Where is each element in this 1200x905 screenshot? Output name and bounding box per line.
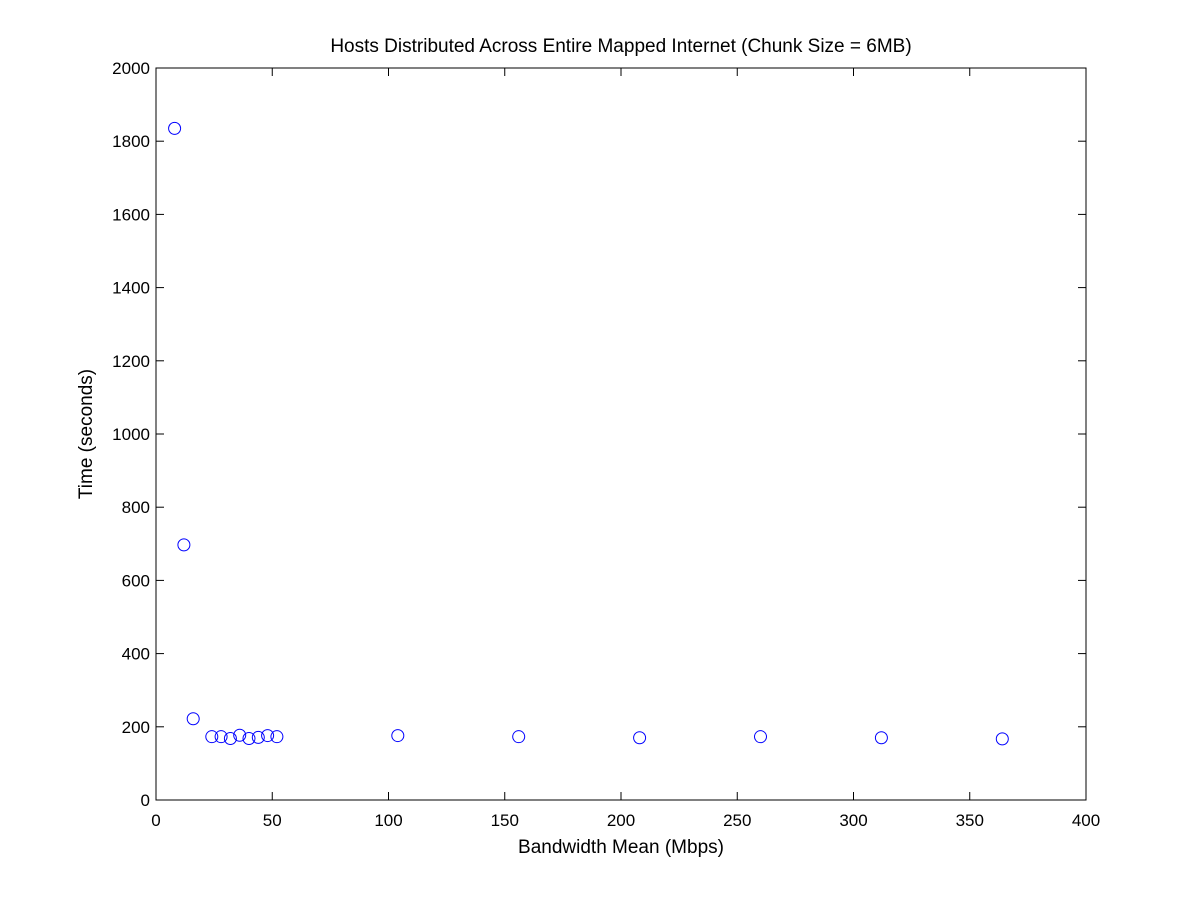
y-tick-label: 1200 xyxy=(112,352,150,371)
x-tick-label: 200 xyxy=(607,811,635,830)
data-point xyxy=(261,729,275,743)
x-axis-ticks: 0 50 100 150 200 250 300 350 400 xyxy=(151,68,1100,830)
y-tick-label: 400 xyxy=(122,645,150,664)
data-point xyxy=(754,730,767,744)
data-point xyxy=(242,732,256,746)
y-axis-title: Time (seconds) xyxy=(76,369,97,499)
x-axis-title: Bandwidth Mean (Mbps) xyxy=(518,837,724,858)
data-point xyxy=(233,728,247,742)
plot-area xyxy=(155,67,1087,801)
data-point xyxy=(874,731,888,745)
y-axis-ticks: 0 200 400 600 800 1000 1200 1400 1600 1800 2000 xyxy=(112,59,1086,810)
data-point xyxy=(270,730,284,744)
x-tick-label: 150 xyxy=(491,811,519,830)
y-tick-label: 200 xyxy=(122,718,150,737)
data-point xyxy=(223,732,237,746)
data-point xyxy=(995,732,1009,746)
y-tick-label: 800 xyxy=(122,498,150,517)
y-tick-label: 0 xyxy=(141,791,150,810)
data-point xyxy=(633,731,647,745)
x-tick-label: 100 xyxy=(374,811,402,830)
x-tick-label: 0 xyxy=(151,811,160,830)
chart-title: Hosts Distributed Across Entire Mapped I… xyxy=(330,36,911,57)
data-point xyxy=(186,712,200,726)
y-tick-label: 1600 xyxy=(112,205,150,224)
y-tick-label: 1000 xyxy=(112,425,150,444)
data-points xyxy=(168,121,1009,746)
x-tick-label: 250 xyxy=(723,811,751,830)
x-tick-label: 50 xyxy=(263,811,282,830)
y-tick-label: 1800 xyxy=(112,132,150,151)
data-point xyxy=(512,730,526,744)
data-point xyxy=(205,730,219,744)
x-tick-label: 350 xyxy=(956,811,984,830)
y-tick-label: 1400 xyxy=(112,279,150,298)
data-point xyxy=(177,538,191,552)
data-point xyxy=(214,730,228,744)
data-point xyxy=(168,121,182,135)
data-point xyxy=(391,729,405,743)
x-tick-label: 300 xyxy=(839,811,867,830)
y-tick-label: 600 xyxy=(122,571,150,590)
data-point xyxy=(251,730,265,744)
y-tick-label: 2000 xyxy=(112,59,150,78)
x-tick-label: 400 xyxy=(1072,811,1100,830)
